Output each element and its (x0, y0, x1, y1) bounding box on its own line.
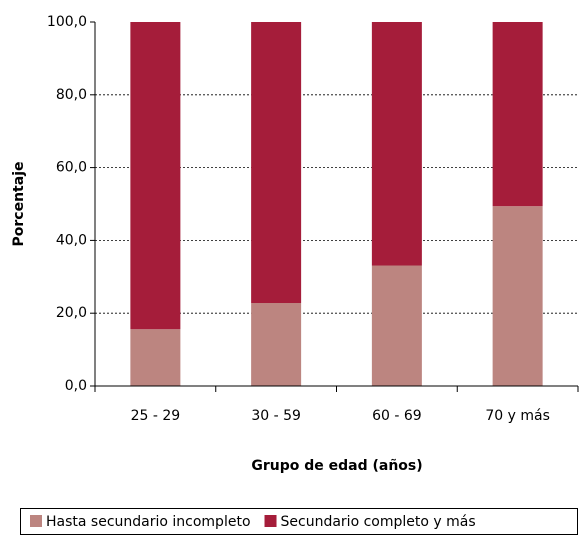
x-tick-label: 60 - 69 (372, 408, 422, 424)
x-tick-label: 70 y más (485, 408, 550, 424)
legend-label: Secundario completo y más (281, 514, 476, 530)
x-tick-label: 25 - 29 (131, 408, 181, 424)
y-tick-label: 0,0 (65, 378, 87, 394)
y-tick-label: 80,0 (56, 87, 87, 103)
bar-segment (251, 22, 302, 304)
x-axis-label: Grupo de edad (años) (251, 458, 422, 474)
legend-swatch (30, 515, 42, 527)
bar-segment (251, 303, 302, 386)
legend-swatch (264, 515, 277, 527)
y-tick-label: 100,0 (47, 14, 87, 30)
bar-segment (130, 329, 181, 386)
bar-segment (371, 265, 422, 386)
bar-segment (492, 22, 543, 207)
legend-label: Hasta secundario incompleto (46, 514, 251, 530)
x-tick-label: 30 - 59 (251, 408, 301, 424)
y-tick-label: 20,0 (56, 305, 87, 321)
y-tick-label: 40,0 (56, 232, 87, 248)
y-axis-label: Porcentaje (11, 162, 27, 247)
bar-segment (492, 206, 543, 386)
bar-segment (371, 22, 422, 266)
y-tick-label: 60,0 (56, 160, 87, 176)
bar-segment (130, 22, 181, 330)
